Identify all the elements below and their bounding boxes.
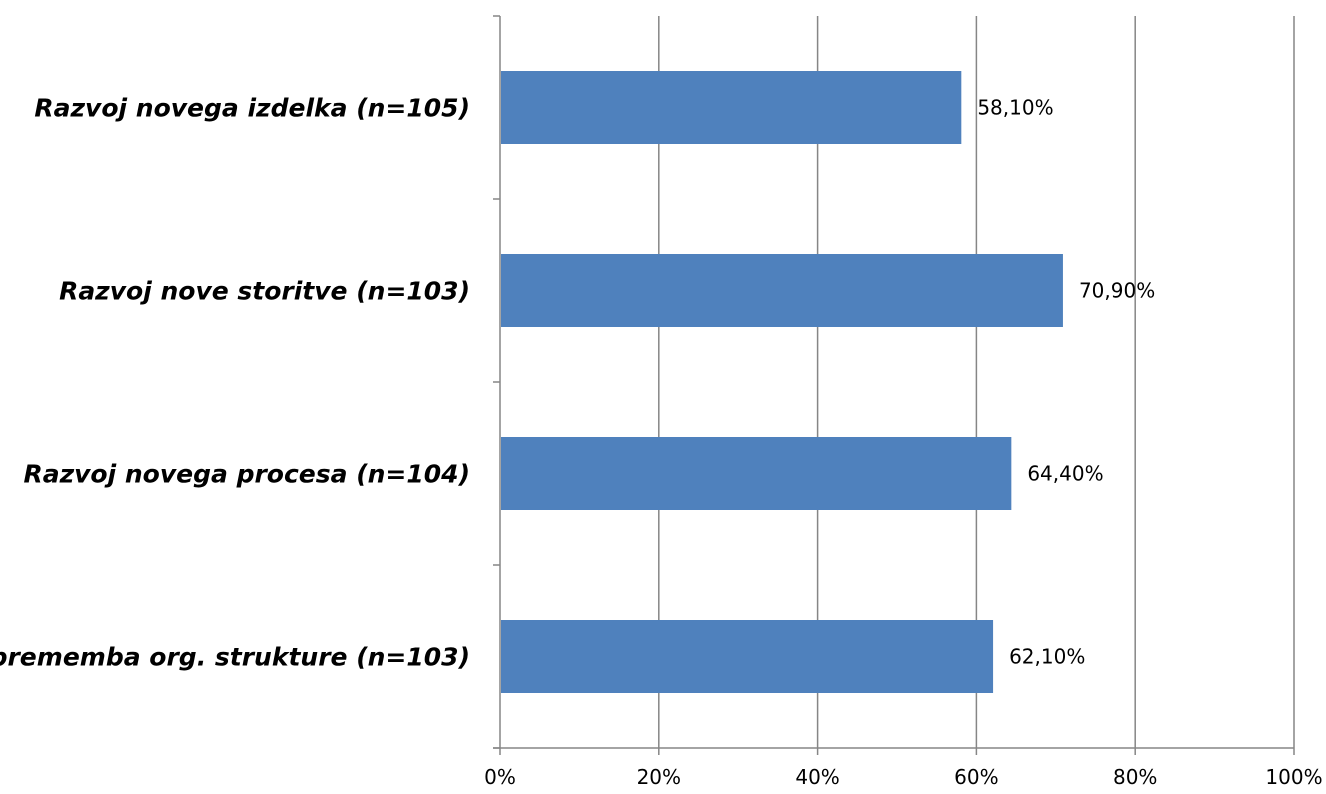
x-tick-label: 60%: [954, 765, 998, 789]
x-tick-label: 0%: [484, 765, 516, 789]
data-label: 58,10%: [977, 96, 1053, 120]
category-label: Razvoj novega izdelka (n=105): [34, 94, 470, 123]
data-label: 64,40%: [1027, 462, 1103, 486]
bar: [501, 620, 994, 693]
labels: 0% 20% 40% 60% 80% 100% 58,10% Razvoj novega iz…: [0, 94, 1323, 790]
category-label: Razvoj nove storitve (n=103): [59, 277, 470, 306]
x-tick-label: 20%: [637, 765, 681, 789]
bar: [501, 437, 1012, 510]
bar: [501, 71, 962, 144]
axes: [493, 15, 1295, 755]
x-tick-label: 40%: [795, 765, 839, 789]
bars: [501, 71, 1063, 693]
x-tick-label: 80%: [1113, 765, 1157, 789]
data-label: 62,10%: [1009, 645, 1085, 669]
x-tick-label: 100%: [1265, 765, 1322, 789]
data-label: 70,90%: [1079, 279, 1155, 303]
category-label: Sprememba org. strukture (n=103): [0, 643, 470, 672]
bar: [501, 254, 1063, 327]
category-label: Razvoj novega procesa (n=104): [23, 460, 470, 489]
